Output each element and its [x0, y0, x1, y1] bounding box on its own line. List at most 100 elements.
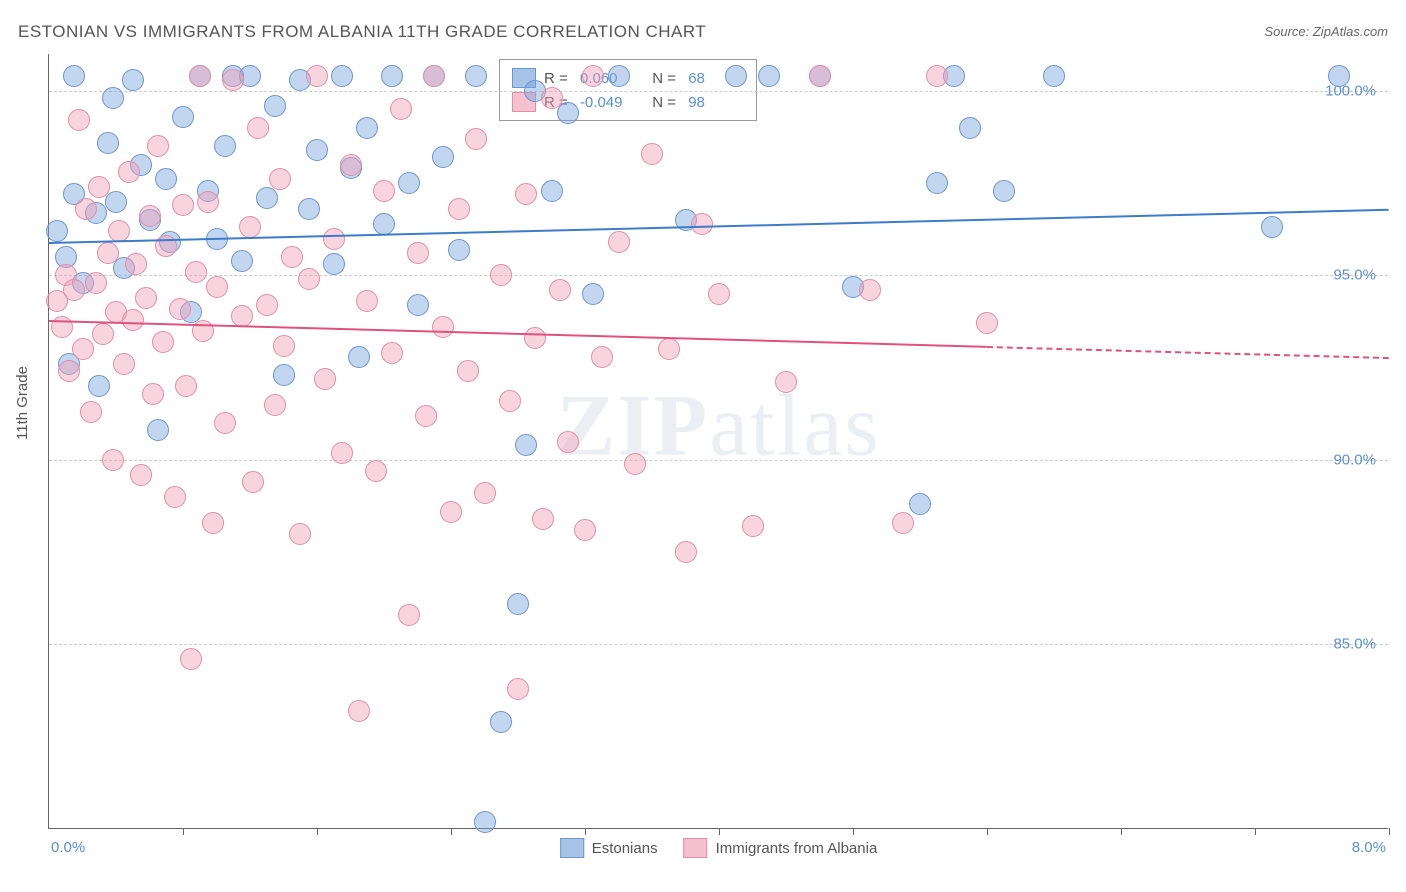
- scatter-point: [75, 198, 97, 220]
- scatter-point: [185, 261, 207, 283]
- scatter-point: [976, 312, 998, 334]
- scatter-point: [113, 353, 135, 375]
- scatter-point: [97, 132, 119, 154]
- scatter-point: [448, 198, 470, 220]
- scatter-point: [959, 117, 981, 139]
- scatter-point: [214, 135, 236, 157]
- scatter-point: [281, 246, 303, 268]
- scatter-point: [474, 811, 496, 833]
- scatter-point: [147, 135, 169, 157]
- scatter-point: [490, 264, 512, 286]
- scatter-point: [102, 449, 124, 471]
- y-tick-label: 95.0%: [1333, 267, 1376, 284]
- scatter-point: [390, 98, 412, 120]
- scatter-point: [130, 464, 152, 486]
- scatter-point: [407, 294, 429, 316]
- scatter-point: [465, 128, 487, 150]
- scatter-point: [102, 87, 124, 109]
- scatter-point: [298, 268, 320, 290]
- scatter-point: [231, 250, 253, 272]
- scatter-point: [105, 191, 127, 213]
- scatter-point: [88, 375, 110, 397]
- scatter-point: [582, 283, 604, 305]
- scatter-point: [256, 187, 278, 209]
- scatter-point: [356, 290, 378, 312]
- scatter-point: [273, 335, 295, 357]
- scatter-point: [775, 371, 797, 393]
- scatter-point: [541, 87, 563, 109]
- scatter-point: [608, 65, 630, 87]
- legend-label-albania: Immigrants from Albania: [716, 840, 878, 857]
- gridline: [49, 460, 1388, 461]
- legend-n-label: N =: [644, 70, 680, 87]
- legend-n-value: 98: [688, 94, 744, 111]
- scatter-point: [465, 65, 487, 87]
- scatter-point: [155, 168, 177, 190]
- scatter-point: [641, 143, 663, 165]
- scatter-point: [993, 180, 1015, 202]
- scatter-point: [264, 394, 286, 416]
- scatter-point: [63, 65, 85, 87]
- scatter-point: [172, 106, 194, 128]
- scatter-point: [608, 231, 630, 253]
- scatter-point: [440, 501, 462, 523]
- scatter-point: [381, 65, 403, 87]
- scatter-point: [340, 154, 362, 176]
- scatter-point: [314, 368, 336, 390]
- scatter-point: [524, 327, 546, 349]
- scatter-point: [289, 523, 311, 545]
- scatter-point: [1261, 216, 1283, 238]
- scatter-point: [758, 65, 780, 87]
- scatter-point: [532, 508, 554, 530]
- scatter-point: [415, 405, 437, 427]
- scatter-point: [515, 183, 537, 205]
- scatter-point: [373, 213, 395, 235]
- scatter-point: [926, 65, 948, 87]
- scatter-point: [306, 139, 328, 161]
- scatter-point: [58, 360, 80, 382]
- x-tick: [1389, 828, 1390, 835]
- scatter-point: [206, 276, 228, 298]
- scatter-point: [63, 279, 85, 301]
- source-credit: Source: ZipAtlas.com: [1264, 24, 1388, 39]
- scatter-point: [591, 346, 613, 368]
- scatter-point: [139, 205, 161, 227]
- scatter-point: [356, 117, 378, 139]
- scatter-point: [474, 482, 496, 504]
- scatter-point: [457, 360, 479, 382]
- scatter-point: [92, 323, 114, 345]
- scatter-point: [180, 648, 202, 670]
- scatter-point: [222, 69, 244, 91]
- scatter-point: [490, 711, 512, 733]
- scatter-point: [541, 180, 563, 202]
- scatter-point: [214, 412, 236, 434]
- scatter-point: [298, 198, 320, 220]
- x-tick: [853, 828, 854, 835]
- gridline: [49, 275, 1388, 276]
- x-tick: [719, 828, 720, 835]
- scatter-point: [725, 65, 747, 87]
- scatter-point: [423, 65, 445, 87]
- y-axis-label: 11th Grade: [14, 366, 31, 440]
- scatter-point: [269, 168, 291, 190]
- scatter-point: [574, 519, 596, 541]
- gridline: [49, 644, 1388, 645]
- x-tick: [1121, 828, 1122, 835]
- scatter-point: [557, 102, 579, 124]
- x-tick: [317, 828, 318, 835]
- scatter-point: [247, 117, 269, 139]
- bottom-legend: Estonians Immigrants from Albania: [560, 838, 878, 858]
- scatter-point: [231, 305, 253, 327]
- scatter-point: [507, 678, 529, 700]
- legend-item-estonians: Estonians: [560, 838, 658, 858]
- scatter-point: [122, 309, 144, 331]
- scatter-point: [926, 172, 948, 194]
- scatter-point: [624, 453, 646, 475]
- scatter-point: [88, 176, 110, 198]
- scatter-point: [398, 604, 420, 626]
- legend-r-value: -0.049: [580, 94, 636, 111]
- scatter-point: [691, 213, 713, 235]
- scatter-point: [46, 220, 68, 242]
- x-tick: [183, 828, 184, 835]
- scatter-point: [202, 512, 224, 534]
